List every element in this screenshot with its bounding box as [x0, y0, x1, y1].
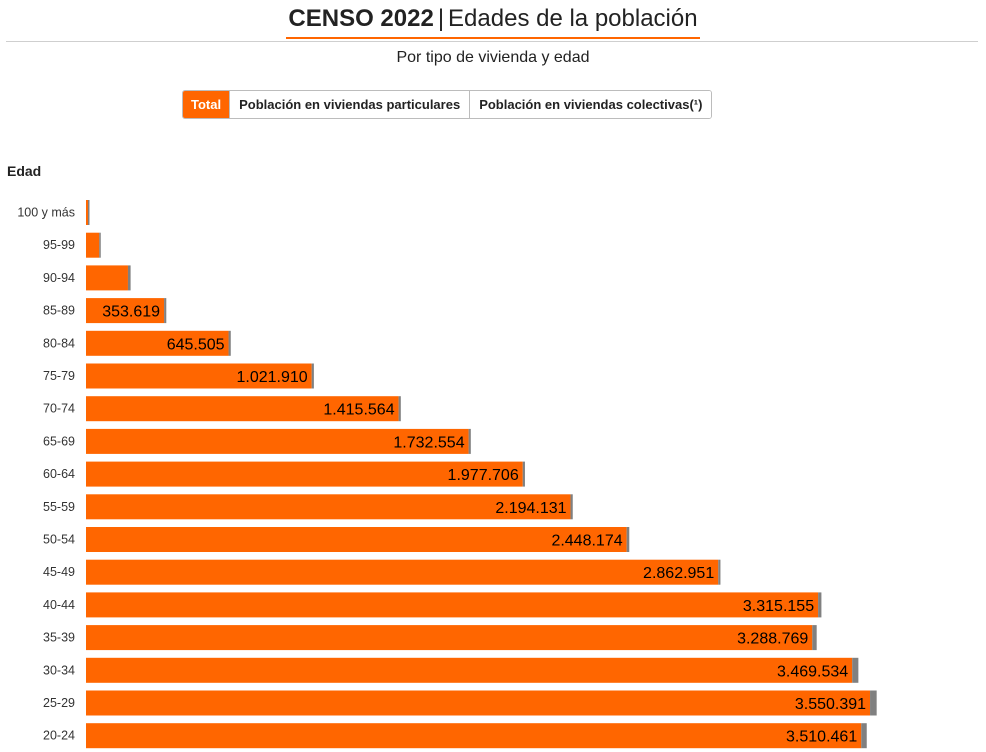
category-label: 20-24 [43, 729, 75, 743]
bar-series-2[interactable] [522, 461, 525, 487]
category-label: 35-39 [43, 631, 75, 645]
category-label: 60-64 [43, 467, 75, 481]
bar-series-1[interactable] [86, 232, 100, 258]
bar-series-2[interactable] [99, 232, 101, 258]
data-label: 1.415.564 [323, 402, 394, 419]
category-label: 25-29 [43, 696, 75, 710]
category-label: 95-99 [43, 238, 75, 252]
data-label: 3.510.461 [786, 729, 857, 746]
bar-series-2[interactable] [861, 723, 867, 749]
bar-series-1[interactable] [86, 527, 627, 552]
category-label: 55-59 [43, 500, 75, 514]
bar-series-2[interactable] [870, 690, 877, 716]
bar-series-2[interactable] [626, 527, 630, 552]
title-rest: Edades de la población [448, 5, 698, 32]
category-label: 30-34 [43, 663, 75, 677]
category-label: 90-94 [43, 271, 75, 285]
data-label: 3.550.391 [795, 696, 866, 713]
data-label: 1.021.910 [236, 369, 307, 386]
bar-series-2[interactable] [812, 625, 817, 651]
data-label: 645.505 [167, 336, 225, 353]
bar-series-1[interactable] [86, 330, 229, 356]
category-label: 75-79 [43, 369, 75, 383]
bar-series-1[interactable] [86, 657, 853, 683]
bar-series-1[interactable] [86, 298, 165, 324]
data-label: 3.288.769 [737, 631, 808, 648]
bar-series-2[interactable] [311, 363, 314, 389]
bar-series-1[interactable] [86, 723, 862, 749]
bar-series-1[interactable] [86, 494, 571, 520]
bar-series-2[interactable] [468, 428, 471, 454]
bar-series-1[interactable] [86, 625, 813, 651]
page-title: CENSO 2022 | Edades de la población [286, 4, 700, 39]
bar-series-1[interactable] [86, 690, 871, 716]
category-label: 85-89 [43, 304, 75, 318]
bar-series-1[interactable] [86, 363, 312, 389]
tab-total[interactable]: Total [183, 91, 230, 118]
title-separator: | [437, 5, 445, 32]
bar-series-2[interactable] [570, 494, 573, 520]
bar-series-1[interactable] [86, 461, 523, 487]
bar-series-2[interactable] [398, 396, 401, 422]
bar-series-1[interactable] [86, 396, 399, 422]
data-label: 2.448.174 [551, 533, 622, 550]
category-label: 65-69 [43, 434, 75, 448]
y-axis-title: Edad [7, 163, 42, 179]
chart-subtitle: Por tipo de vivienda y edad [396, 49, 590, 66]
bar-series-2[interactable] [228, 330, 231, 356]
header-divider [6, 41, 978, 42]
data-label: 2.194.131 [495, 500, 566, 517]
bar-series-2[interactable] [127, 265, 131, 291]
bar-series-2[interactable] [164, 298, 167, 324]
bar-series-2[interactable] [852, 657, 859, 683]
bar-series-1[interactable] [86, 200, 88, 225]
bar-series-1[interactable] [86, 265, 128, 291]
data-label: 3.315.155 [743, 598, 814, 615]
data-label: 1.732.554 [393, 434, 464, 451]
category-label: 100 y más [17, 206, 75, 220]
view-tabs: Total Población en viviendas particulare… [182, 90, 713, 119]
data-label: 2.862.951 [643, 565, 714, 582]
category-label: 50-54 [43, 533, 75, 547]
bar-series-2[interactable] [818, 592, 822, 618]
data-label: 353.619 [102, 304, 160, 321]
category-label: 40-44 [43, 598, 75, 612]
data-label: 3.469.534 [777, 663, 848, 680]
tab-viviendas-particulares[interactable]: Población en viviendas particulares [229, 91, 470, 118]
bar-series-1[interactable] [86, 428, 469, 454]
category-label: 80-84 [43, 336, 75, 350]
bar-series-1[interactable] [86, 559, 719, 585]
tab-viviendas-colectivas[interactable]: Población en viviendas colectivas(¹) [469, 91, 712, 118]
bar-series-1[interactable] [86, 592, 819, 618]
category-label: 45-49 [43, 565, 75, 579]
title-strong: CENSO 2022 [288, 5, 434, 32]
bar-series-2[interactable] [87, 200, 90, 225]
chart-header: CENSO 2022 | Edades de la población [0, 4, 986, 39]
data-label: 1.977.706 [448, 467, 519, 484]
bar-series-2[interactable] [718, 559, 721, 585]
category-label: 70-74 [43, 402, 75, 416]
